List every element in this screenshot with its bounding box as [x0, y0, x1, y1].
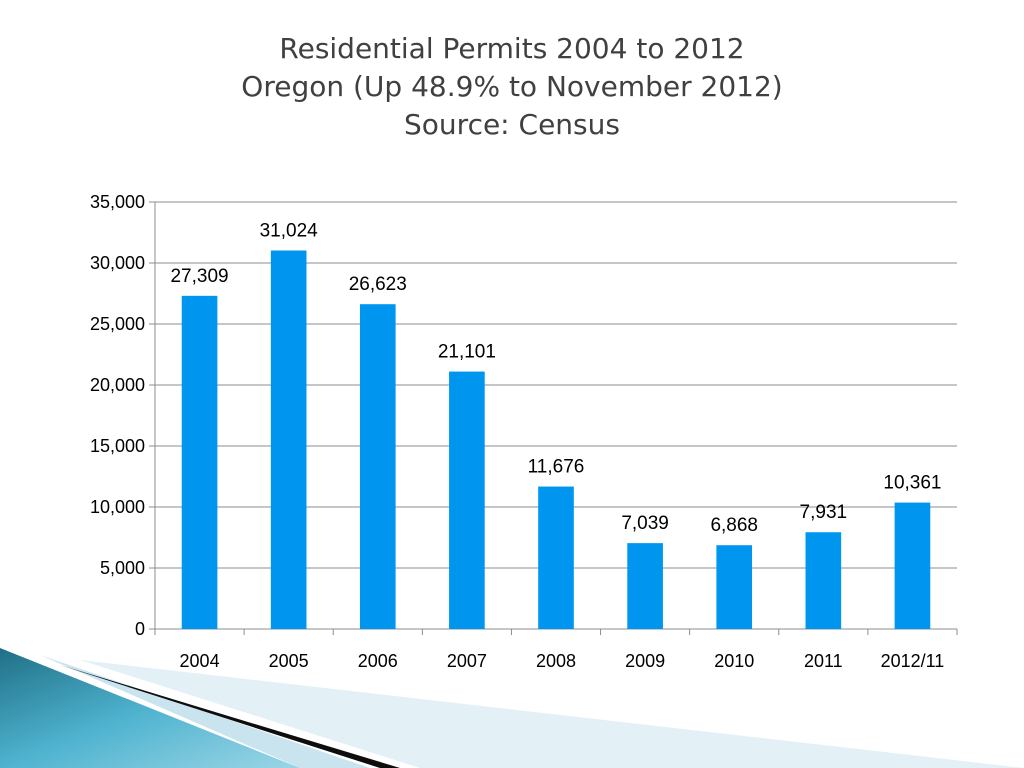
- y-tick-label: 20,000: [90, 375, 145, 395]
- data-label: 6,868: [710, 515, 758, 536]
- y-tick-label: 30,000: [90, 253, 145, 273]
- bar-2007: [449, 371, 485, 629]
- title-line-1: Residential Permits 2004 to 2012: [279, 32, 745, 65]
- x-tick-label: 2004: [180, 651, 220, 671]
- x-tick-label: 2005: [269, 651, 309, 671]
- bar-2005: [270, 250, 307, 629]
- x-tick-label: 2009: [625, 651, 665, 671]
- data-label: 11,676: [528, 457, 585, 478]
- bar-2009: [627, 543, 663, 629]
- x-tick-label: 2006: [358, 651, 398, 671]
- title-line-3: Source: Census: [404, 108, 620, 141]
- x-tick-label: 2010: [714, 651, 754, 671]
- x-tick-label: 2008: [536, 651, 576, 671]
- bar-2006: [359, 304, 396, 629]
- y-tick-label: 5,000: [100, 558, 145, 578]
- y-tick-label: 10,000: [90, 497, 145, 517]
- data-label: 10,361: [883, 473, 941, 494]
- slide-title: Residential Permits 2004 to 2012 Oregon …: [0, 30, 1024, 144]
- bar-2008: [538, 486, 574, 629]
- y-tick-label: 35,000: [90, 192, 145, 212]
- data-label: 26,623: [349, 274, 407, 295]
- bar-2004: [181, 295, 218, 629]
- x-tick-label: 2012/11: [881, 651, 945, 671]
- x-tick-label: 2007: [447, 651, 487, 671]
- title-line-2: Oregon (Up 48.9% to November 2012): [241, 70, 783, 103]
- y-tick-label: 15,000: [90, 436, 145, 456]
- data-label: 7,039: [621, 513, 669, 534]
- bar-2012/11: [894, 502, 931, 629]
- data-label: 31,024: [260, 221, 319, 242]
- bar-2011: [805, 532, 842, 629]
- data-label: 27,309: [170, 266, 228, 287]
- data-label: 21,101: [438, 342, 496, 363]
- x-tick-label: 2011: [804, 651, 843, 671]
- bar-2010: [716, 545, 753, 629]
- data-label: 7,931: [800, 502, 848, 523]
- y-tick-label: 25,000: [90, 314, 145, 334]
- y-tick-label: 0: [135, 619, 145, 639]
